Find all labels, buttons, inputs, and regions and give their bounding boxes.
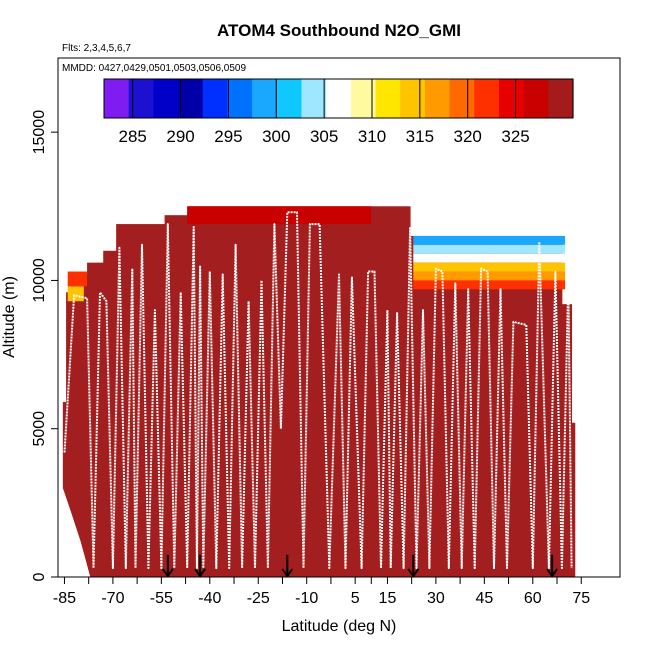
colorbar-swatch <box>523 79 549 118</box>
curtain-band <box>413 253 566 263</box>
colorbar-swatch <box>326 79 352 118</box>
x-tick-label: 5 <box>351 590 360 607</box>
plot-frame <box>57 57 621 578</box>
colorbar-swatch <box>276 79 303 118</box>
y-tick-label: 5000 <box>31 411 48 447</box>
colorbar-swatch <box>227 79 253 118</box>
colorbar-swatch <box>104 79 130 118</box>
colorbar-swatch <box>449 79 475 118</box>
curtain-band <box>67 286 84 302</box>
x-tick-label: -70 <box>101 590 124 607</box>
y-axis: 0 5000 10000 15000 <box>31 110 58 581</box>
colorbar-tick-label: 300 <box>262 127 290 146</box>
profile-arrow-head <box>281 568 294 578</box>
curtain-band <box>413 235 566 245</box>
x-tick-label: 30 <box>427 590 445 607</box>
colorbar-tick-label: 290 <box>166 127 194 146</box>
x-tick-label: -40 <box>198 590 221 607</box>
x-tick-label: -55 <box>150 590 173 607</box>
x-axis-label: Latitude (deg N) <box>282 618 397 635</box>
colorbar-swatch <box>400 79 426 118</box>
y-tick-label: 0 <box>31 572 48 581</box>
x-tick-label: 15 <box>379 590 397 607</box>
colorbar-tick-label: 285 <box>119 127 147 146</box>
curtain-band <box>413 271 566 281</box>
profile-arrow-head <box>194 568 206 578</box>
profile-arrow-head <box>162 568 174 578</box>
x-tick-label: 75 <box>572 590 590 607</box>
curtain-column <box>571 422 576 577</box>
y-axis-label: Altitude (m) <box>1 276 18 358</box>
colorbar-tick-label: 315 <box>406 127 434 146</box>
curtain-column <box>62 402 67 577</box>
dates-note: MMDD: 0427,0429,0501,0503,0506,0509 <box>62 63 246 74</box>
y-tick-label: 15000 <box>31 110 48 155</box>
chart-title: ATOM4 Southbound N2O_GMI <box>217 21 461 40</box>
curtain-band <box>413 244 566 254</box>
colorbar-tick-label: 305 <box>310 127 338 146</box>
colorbar-swatch <box>301 79 327 118</box>
x-tick-label: -25 <box>247 590 270 607</box>
colorbar-tick-label: 310 <box>358 127 386 146</box>
curtain-band <box>187 206 372 225</box>
flight-track <box>63 211 573 570</box>
colorbar-swatch <box>153 79 179 118</box>
curtain-band <box>413 280 566 290</box>
colorbar-swatch <box>474 79 500 118</box>
profile-arrow-head <box>546 568 558 578</box>
colorbar-swatch <box>202 79 229 118</box>
profile-arrow-head <box>407 568 420 578</box>
x-axis: -85 -70 -55 -40 -25 -10 5 15 30 45 60 75 <box>53 577 590 607</box>
colorbar-frame <box>103 78 574 119</box>
colorbar-swatch <box>548 79 574 118</box>
colorbar-swatch <box>252 79 278 118</box>
colorbar-tick-label: 320 <box>454 127 482 146</box>
curtain-column <box>70 274 88 577</box>
y-tick-label: 10000 <box>31 258 48 303</box>
curtain-column <box>561 304 573 577</box>
colorbar-swatch <box>424 79 451 118</box>
x-tick-label: -85 <box>53 590 76 607</box>
colorbar-swatch <box>178 79 204 118</box>
colorbar-swatch <box>375 79 401 118</box>
curtain-band <box>413 262 566 272</box>
colorbar-tick-label: 295 <box>214 127 242 146</box>
x-tick-label: 45 <box>475 590 493 607</box>
x-tick-label: 60 <box>524 590 542 607</box>
plot-area <box>56 206 576 578</box>
curtain-column <box>66 292 72 577</box>
flights-note: Flts: 2,3,4,5,6,7 <box>62 43 131 54</box>
x-tick-label: -10 <box>295 590 318 607</box>
colorbar: 285 290 295 300 305 310 315 320 325 <box>103 78 574 146</box>
curtain-band <box>67 271 88 287</box>
colorbar-swatch <box>498 79 525 118</box>
colorbar-tick-label: 325 <box>501 127 529 146</box>
